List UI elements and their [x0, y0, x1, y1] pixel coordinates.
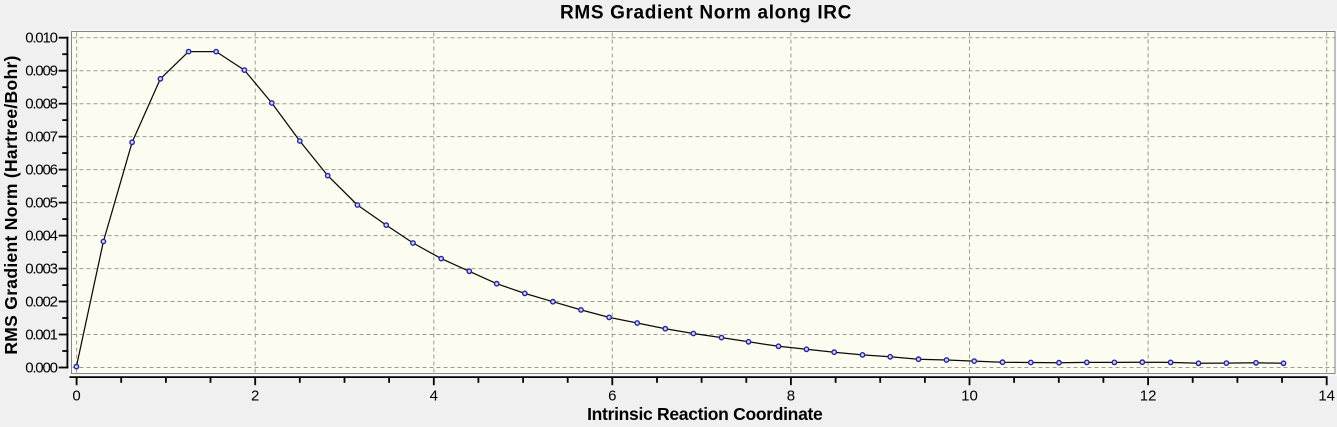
svg-text:0.008: 0.008 — [25, 96, 57, 113]
svg-text:10: 10 — [961, 387, 978, 404]
svg-text:0.009: 0.009 — [25, 63, 57, 80]
svg-text:RMS Gradient Norm along IRC: RMS Gradient Norm along IRC — [560, 3, 852, 24]
svg-text:8: 8 — [787, 387, 795, 404]
svg-text:0.010: 0.010 — [25, 30, 57, 47]
svg-text:14: 14 — [1318, 387, 1335, 404]
svg-text:RMS Gradient Norm (Hartree/Boh: RMS Gradient Norm (Hartree/Bohr) — [1, 55, 21, 354]
svg-text:2: 2 — [251, 387, 259, 404]
svg-text:0.001: 0.001 — [25, 326, 57, 343]
svg-text:6: 6 — [608, 387, 616, 404]
svg-text:0: 0 — [72, 387, 80, 404]
svg-text:0.000: 0.000 — [25, 359, 57, 376]
svg-text:Intrinsic Reaction Coordinate: Intrinsic Reaction Coordinate — [587, 404, 823, 424]
svg-text:12: 12 — [1140, 387, 1157, 404]
svg-text:0.004: 0.004 — [25, 228, 57, 245]
svg-text:0.003: 0.003 — [25, 261, 57, 278]
svg-text:0.002: 0.002 — [25, 293, 57, 310]
svg-text:0.005: 0.005 — [25, 195, 57, 212]
svg-text:0.006: 0.006 — [25, 162, 57, 179]
svg-text:4: 4 — [430, 387, 438, 404]
svg-text:0.007: 0.007 — [25, 129, 57, 146]
